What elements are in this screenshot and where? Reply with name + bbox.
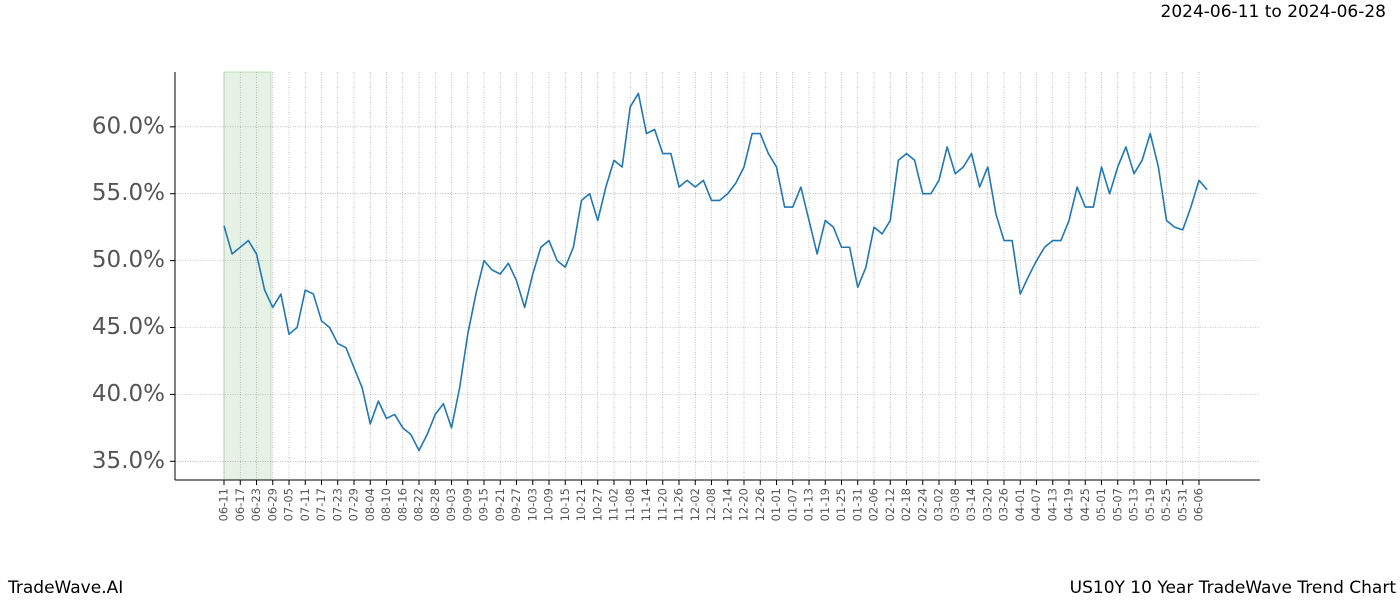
y-tick-label: 60.0%: [92, 113, 165, 139]
x-tick-label: 10-27: [590, 488, 604, 521]
x-tick-label: 10-15: [558, 488, 572, 521]
y-tick-label: 45.0%: [92, 314, 165, 340]
x-tick-label: 12-14: [720, 488, 734, 521]
x-tick-label: 06-23: [249, 488, 263, 521]
y-tick-label: 50.0%: [92, 247, 165, 273]
x-tick-label: 01-01: [769, 488, 783, 521]
x-tick-label: 07-17: [314, 488, 328, 521]
x-tick-label: 01-13: [802, 488, 816, 521]
x-tick-label: 08-28: [428, 488, 442, 521]
series-line: [223, 92, 1208, 452]
x-tick-label: 06-11: [217, 488, 231, 521]
x-tick-label: 02-18: [899, 488, 913, 521]
x-tick-label: 05-31: [1175, 488, 1189, 521]
plot: [223, 92, 1208, 452]
y-tick-label: 55.0%: [92, 180, 165, 206]
footer-left: TradeWave.AI: [7, 578, 123, 598]
x-tick-label: 10-21: [574, 488, 588, 521]
x-tick-label: 08-22: [412, 488, 426, 521]
x-tick-label: 02-12: [883, 488, 897, 521]
x-tick-label: 08-04: [363, 488, 377, 521]
x-tick-label: 03-14: [964, 488, 978, 521]
x-tick-label: 11-14: [639, 488, 653, 521]
x-tick-label: 06-29: [265, 488, 279, 521]
x-tick-label: 03-26: [997, 488, 1011, 521]
x-tick-label: 12-08: [704, 488, 718, 521]
y-tick-label: 35.0%: [92, 448, 165, 474]
x-tick-label: 01-31: [850, 488, 864, 521]
x-tick-label: 06-06: [1192, 488, 1206, 521]
x-tick-label: 05-19: [1143, 488, 1157, 521]
x-tick-label: 09-21: [493, 488, 507, 521]
x-tick-label: 06-17: [233, 488, 247, 521]
x-tick-label: 09-15: [477, 488, 491, 521]
x-tick-label: 05-25: [1159, 488, 1173, 521]
x-tick-label: 11-08: [623, 488, 637, 521]
x-tick-label: 01-19: [818, 488, 832, 521]
x-tick-label: 11-20: [655, 488, 669, 521]
x-tick-label: 11-02: [607, 488, 621, 521]
x-tick-label: 03-02: [932, 488, 946, 521]
chart-title: 2024-06-11 to 2024-06-28: [1161, 2, 1386, 22]
x-tick-label: 12-20: [737, 488, 751, 521]
x-tick-label: 01-07: [785, 488, 799, 521]
x-tick-label: 08-10: [379, 488, 393, 521]
y-tick-label: 40.0%: [92, 381, 165, 407]
x-tick-label: 10-03: [525, 488, 539, 521]
x-tick-label: 05-07: [1110, 488, 1124, 521]
x-tick-label: 04-25: [1078, 488, 1092, 521]
footer-right: US10Y 10 Year TradeWave Trend Chart: [1070, 578, 1397, 598]
x-tick-label: 04-19: [1062, 488, 1076, 521]
x-tick-label: 07-05: [282, 488, 296, 521]
x-tick-label: 07-11: [298, 488, 312, 521]
x-tick-label: 04-13: [1045, 488, 1059, 521]
x-tick-label: 04-07: [1029, 488, 1043, 521]
highlight-range: [223, 71, 272, 481]
grid: [175, 72, 1260, 480]
x-tick-label: 12-26: [753, 488, 767, 521]
x-tick-label: 11-26: [672, 488, 686, 521]
x-tick-label: 09-27: [509, 488, 523, 521]
x-tick-label: 02-06: [867, 488, 881, 521]
x-tick-label: 02-24: [915, 488, 929, 521]
x-tick-label: 05-01: [1094, 488, 1108, 521]
x-tick-label: 03-08: [948, 488, 962, 521]
x-tick-label: 09-03: [444, 488, 458, 521]
x-tick-label: 07-23: [330, 488, 344, 521]
x-tick-label: 12-02: [688, 488, 702, 521]
x-tick-label: 10-09: [542, 488, 556, 521]
x-tick-label: 07-29: [347, 488, 361, 521]
x-tick-label: 05-13: [1127, 488, 1141, 521]
x-tick-label: 09-09: [460, 488, 474, 521]
x-tick-label: 04-01: [1013, 488, 1027, 521]
x-tick-label: 03-20: [980, 488, 994, 521]
x-tick-label: 01-25: [834, 488, 848, 521]
x-tick-label: 08-16: [395, 488, 409, 521]
